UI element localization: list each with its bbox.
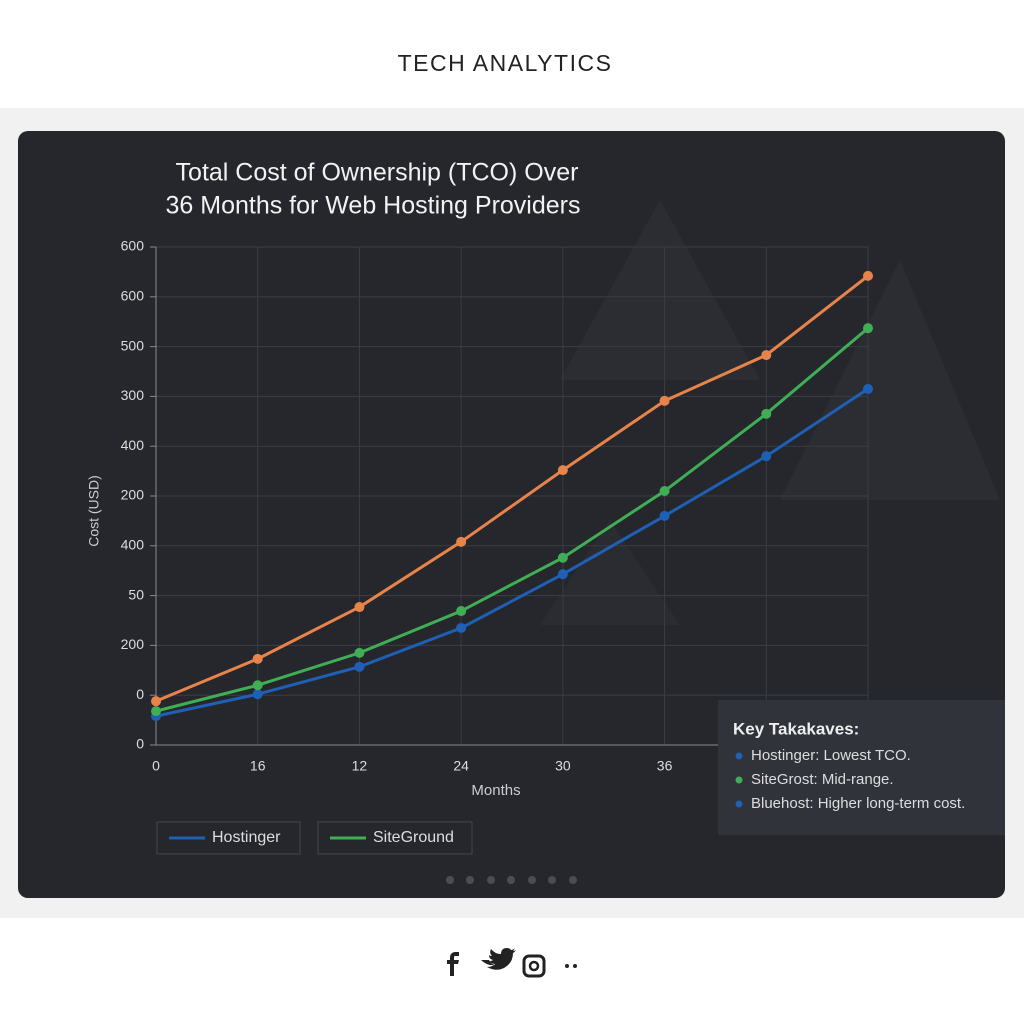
pagination: [446, 876, 577, 884]
y-tick-label: 600: [121, 238, 145, 254]
y-tick-label: 0: [136, 736, 144, 752]
y-axis-label: Cost (USD): [86, 475, 102, 547]
legend-item: [156, 821, 301, 855]
x-tick-label: 36: [657, 758, 673, 774]
series-line: [155, 274, 869, 703]
dot[interactable]: [487, 876, 495, 884]
series-line: [155, 387, 869, 718]
takeaway-item: Bluehost: Higher long-term cost.: [751, 795, 965, 812]
x-tick-label: 16: [250, 758, 266, 774]
decor: [780, 260, 1000, 500]
point: [761, 408, 772, 419]
takeaways: Hostinger: Lowest TCO. SiteGrost: Mid-ran…: [735, 747, 965, 812]
point: [252, 680, 263, 691]
y-tick-label: 300: [121, 387, 145, 403]
point: [151, 696, 161, 707]
y-tick-label: 500: [121, 337, 145, 353]
x-tick-label: 24: [453, 758, 469, 774]
legend-label: SiteGround: [373, 829, 454, 846]
legend: Hostinger SiteGround: [156, 821, 473, 855]
bullet: [735, 776, 743, 784]
y-tick-label: 400: [121, 537, 145, 553]
point: [863, 323, 873, 334]
bullet: [735, 800, 743, 808]
point: [761, 451, 772, 462]
instagram-lens: [528, 960, 540, 972]
x-tick-label: 0: [152, 758, 160, 774]
site-title: TECH ANALYTICS: [398, 50, 613, 76]
point: [252, 653, 263, 664]
instagram-icon[interactable]: [522, 954, 546, 978]
point: [761, 350, 772, 361]
bullet: [735, 752, 743, 760]
y-tick-label: 50: [128, 586, 144, 602]
point: [863, 383, 873, 394]
x-axis-label: Months: [471, 782, 520, 799]
chart-title: Total Cost of Ownership (TCO) Over: [176, 159, 579, 187]
y-tick-label: 400: [121, 437, 145, 453]
more-icon[interactable]: [573, 964, 577, 968]
y-tick-label: 0: [136, 686, 144, 702]
point: [354, 647, 365, 658]
decor: [540, 520, 680, 625]
point: [252, 689, 263, 700]
chart-title: 36 Months for Web Hosting Providers: [165, 192, 580, 220]
x-tick-label: 30: [555, 758, 571, 774]
takeaways-box: [718, 700, 1005, 835]
series-line: [155, 327, 869, 713]
point: [659, 486, 670, 497]
dot[interactable]: [507, 876, 515, 884]
point: [456, 536, 467, 547]
dot[interactable]: [528, 876, 536, 884]
x-tick-label: 12: [352, 758, 368, 774]
y-tick-label: 200: [121, 636, 145, 652]
twitter-icon[interactable]: [481, 948, 516, 970]
more-icon[interactable]: [565, 964, 569, 968]
point: [557, 569, 568, 580]
y-tick-label: 200: [121, 487, 145, 503]
point: [557, 552, 568, 563]
point: [557, 465, 568, 476]
facebook-icon[interactable]: [447, 952, 459, 976]
takeaway-item: Hostinger: Lowest TCO.: [751, 747, 911, 764]
point: [863, 270, 873, 281]
point: [354, 661, 365, 672]
decor: [560, 200, 760, 380]
point: [354, 602, 365, 613]
dot[interactable]: [446, 876, 454, 884]
social-icons: [447, 948, 577, 978]
dot[interactable]: [569, 876, 577, 884]
takeaway-item: SiteGrost: Mid-range.: [751, 771, 894, 788]
point: [659, 395, 670, 406]
takeaways-title: Key Takakaves:: [733, 719, 859, 738]
point: [456, 622, 467, 633]
legend-item: [317, 821, 473, 855]
dot[interactable]: [466, 876, 474, 884]
dot[interactable]: [548, 876, 556, 884]
point: [456, 606, 467, 617]
point: [659, 510, 670, 521]
point: [151, 706, 161, 717]
y-tick-label: 600: [121, 288, 145, 304]
legend-label: Hostinger: [212, 829, 281, 846]
